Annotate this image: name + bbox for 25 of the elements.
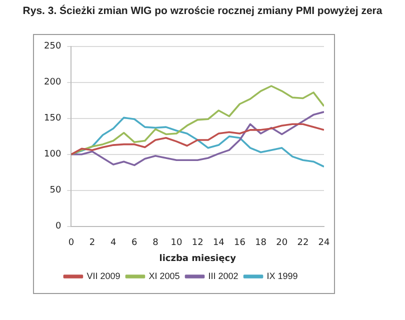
x-tick-label: 10 — [170, 238, 183, 248]
x-tick-label: 6 — [132, 238, 138, 248]
y-tick-label: 250 — [44, 42, 62, 52]
y-tick-label: 0 — [55, 222, 62, 232]
x-tick-label: 16 — [234, 238, 246, 248]
x-tick-label: 4 — [110, 238, 116, 248]
legend-label: III 2002 — [208, 270, 238, 281]
y-tick-label: 200 — [44, 78, 62, 88]
x-tick-label: 12 — [192, 238, 204, 248]
x-tick-label: 2 — [89, 238, 96, 248]
y-tick-label: 150 — [44, 114, 62, 124]
legend-label: VII 2009 — [86, 270, 120, 281]
y-tick-label: 100 — [44, 150, 62, 160]
x-tick-label: 24 — [318, 238, 330, 248]
x-axis-title: liczba miesięcy — [159, 254, 236, 264]
x-tick-label: 14 — [212, 238, 225, 248]
x-tick-label: 0 — [68, 238, 74, 248]
y-tick-label: 50 — [50, 186, 62, 196]
chart-title: Rys. 3. Ścieżki zmian WIG po wzroście rocznej zmiany PMI powyżej zera — [22, 5, 384, 17]
legend-label: IX 1999 — [266, 270, 298, 281]
x-tick-label: 20 — [276, 238, 288, 248]
x-tick-label: 8 — [152, 238, 159, 248]
legend-label: XI 2005 — [148, 270, 180, 281]
x-tick-label: 22 — [297, 238, 309, 248]
x-tick-label: 18 — [255, 238, 267, 248]
